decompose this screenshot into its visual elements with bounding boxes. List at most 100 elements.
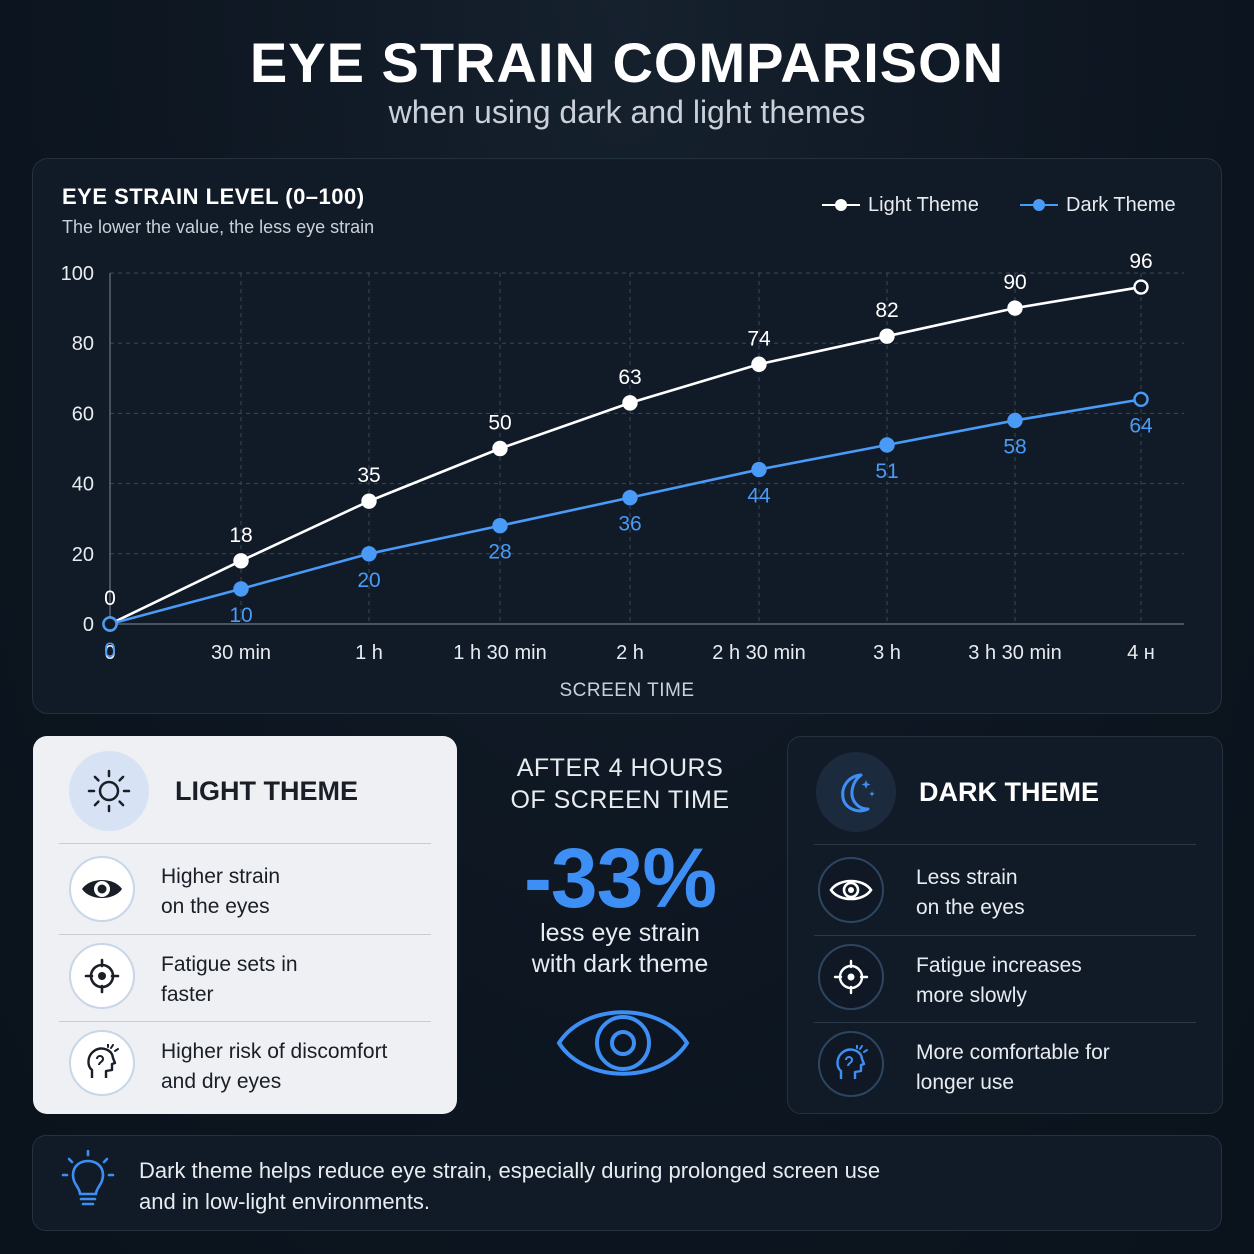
data-label-dark: 0: [104, 639, 116, 662]
moon-icon: [816, 752, 896, 832]
light-item-1-line2: on the eyes: [161, 895, 270, 918]
data-label-light: 18: [229, 524, 252, 547]
stat-value: -33%: [523, 831, 717, 925]
legend-label-light: Light Theme: [868, 193, 979, 216]
data-point-dark: [1133, 391, 1149, 408]
footer-line2: and in low-light environments.: [139, 1189, 431, 1214]
dark-item-3: More comfortable for longer use: [916, 1038, 1186, 1098]
divider: [814, 844, 1196, 845]
x-tick-label: 4 н: [1127, 642, 1155, 664]
data-label-dark: 10: [229, 604, 252, 627]
data-point-dark: [233, 581, 249, 597]
light-item-2-line1: Fatigue sets in: [161, 953, 298, 976]
data-label-light: 96: [1129, 250, 1152, 273]
page-subtitle: when using dark and light themes: [388, 94, 866, 130]
stat-heading-line1: AFTER 4 HOURS: [516, 754, 724, 782]
y-tick-label: 20: [72, 544, 94, 566]
dark-item-3-line1: More comfortable for: [916, 1041, 1110, 1064]
x-tick-label: 3 h 30 min: [968, 642, 1061, 664]
x-tick-label: 0: [104, 642, 115, 664]
light-theme-card: LIGHT THEME Higher strain on the eyes: [33, 736, 457, 1114]
dark-item-2-line1: Fatigue increases: [916, 954, 1082, 977]
data-point-dark: [1007, 412, 1023, 429]
divider: [814, 935, 1196, 936]
data-point-dark: [751, 461, 767, 478]
data-label-light: 90: [1003, 271, 1026, 294]
eye-icon: [556, 1010, 690, 1076]
dark-item-1-line2: on the eyes: [916, 896, 1025, 919]
data-label-light: 50: [488, 412, 511, 435]
data-point-light: [1133, 279, 1149, 295]
light-item-1-line1: Higher strain: [161, 865, 281, 888]
x-tick-label: 3 h: [873, 642, 901, 664]
y-tick-label: 0: [83, 614, 94, 636]
divider: [59, 934, 431, 935]
data-point-light: [751, 356, 767, 372]
stat-caption-line2: with dark theme: [531, 950, 709, 978]
eye-icon: [818, 857, 884, 923]
page-title: EYE STRAIN COMPARISON: [249, 31, 1005, 94]
dark-card-title: DARK THEME: [919, 777, 1099, 807]
light-card-title: LIGHT THEME: [175, 776, 358, 806]
light-item-2-line2: faster: [161, 983, 214, 1006]
target-icon: [69, 943, 135, 1009]
data-point-dark: [492, 518, 508, 534]
head-icon: [69, 1030, 135, 1096]
y-tick-label: 100: [61, 263, 94, 285]
light-item-3-line1: Higher risk of discomfort: [161, 1040, 388, 1063]
data-label-dark: 44: [747, 485, 771, 508]
stat-caption: less eye strain with dark theme: [470, 918, 770, 980]
divider: [59, 1021, 431, 1022]
dark-item-1-line1: Less strain: [916, 866, 1018, 889]
data-label-dark: 28: [488, 541, 511, 564]
data-point-light: [492, 440, 508, 457]
legend-swatch-light: [822, 193, 860, 217]
data-label-dark: 36: [618, 513, 641, 536]
footer-line1: Dark theme helps reduce eye strain, espe…: [139, 1158, 881, 1183]
data-point-light: [622, 395, 638, 411]
stat-heading: AFTER 4 HOURS OF SCREEN TIME: [470, 752, 770, 816]
data-label-dark: 58: [1003, 435, 1026, 458]
legend-item-light-theme: Light Theme: [822, 193, 979, 217]
light-item-3: Higher risk of discomfort and dry eyes: [161, 1037, 431, 1097]
dark-item-3-line2: longer use: [916, 1071, 1015, 1094]
data-label-dark: 64: [1129, 414, 1153, 437]
dark-item-2-line2: more slowly: [916, 984, 1027, 1007]
dark-item-2: Fatigue increases more slowly: [916, 951, 1186, 1011]
data-label-light: 0: [104, 587, 116, 610]
dark-theme-card: DARK THEME Less strain on the eyes: [787, 736, 1223, 1114]
lightbulb-icon: [61, 1150, 115, 1206]
chart-panel: [32, 158, 1222, 714]
data-label-dark: 20: [357, 569, 380, 592]
data-point-light: [361, 493, 377, 509]
x-tick-label: 1 h 30 min: [453, 642, 546, 664]
legend-item-dark-theme: Dark Theme: [1020, 193, 1176, 217]
series-line-light: [109, 285, 1142, 626]
data-label-light: 74: [747, 327, 771, 350]
data-point-light: [879, 328, 895, 344]
y-tick-label: 60: [72, 403, 94, 425]
x-axis-title: SCREEN TIME: [559, 680, 695, 701]
stat-heading-line2: OF SCREEN TIME: [510, 786, 730, 814]
sun-icon: [69, 751, 149, 831]
light-item-1: Higher strain on the eyes: [161, 862, 431, 922]
footer-text: Dark theme helps reduce eye strain, espe…: [139, 1155, 1139, 1217]
data-label-dark: 51: [875, 460, 898, 483]
x-tick-label: 1 h: [355, 642, 383, 664]
data-point-dark: [361, 546, 377, 562]
data-point-dark: [102, 616, 118, 632]
x-tick-label: 30 min: [211, 642, 271, 664]
x-tick-label: 2 h: [616, 642, 644, 664]
footer-note: [32, 1135, 1222, 1231]
light-item-3-line2: and dry eyes: [161, 1070, 282, 1093]
data-label-light: 35: [357, 464, 380, 487]
y-tick-label: 40: [72, 474, 94, 496]
divider: [814, 1022, 1196, 1023]
dark-item-1: Less strain on the eyes: [916, 863, 1186, 923]
legend-label-dark: Dark Theme: [1066, 193, 1176, 216]
data-label-light: 82: [875, 299, 898, 322]
data-point-dark: [622, 489, 638, 506]
data-point-light: [1007, 300, 1023, 316]
